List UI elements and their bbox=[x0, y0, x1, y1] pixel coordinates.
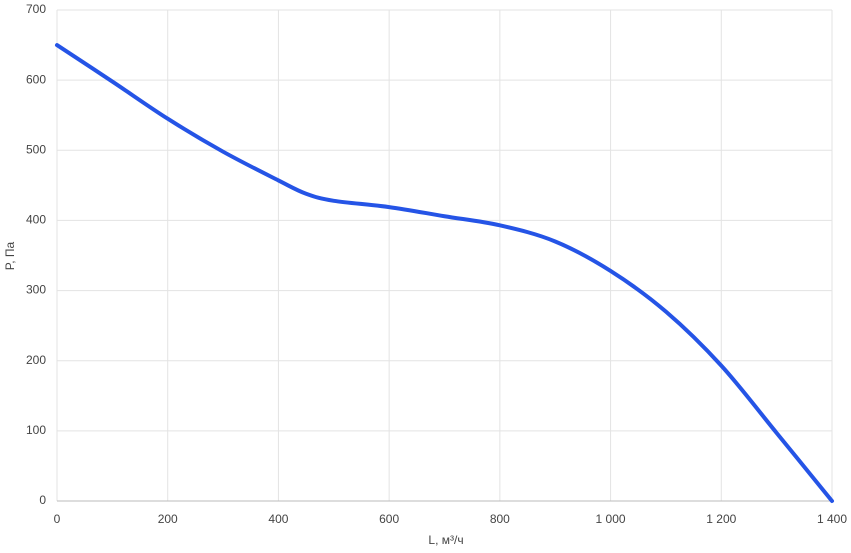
y-tick-label: 700 bbox=[26, 2, 46, 16]
y-axis-label: P, Па bbox=[3, 241, 17, 270]
y-tick-label: 100 bbox=[26, 423, 46, 437]
y-tick-label: 400 bbox=[26, 213, 46, 227]
y-tick-label: 300 bbox=[26, 283, 46, 297]
y-tick-label: 0 bbox=[39, 493, 46, 507]
x-tick-label: 0 bbox=[54, 512, 61, 526]
data-line bbox=[55, 43, 834, 503]
y-tick-label: 200 bbox=[26, 353, 46, 367]
x-tick-label: 400 bbox=[268, 512, 288, 526]
x-tick-label: 200 bbox=[158, 512, 178, 526]
x-axis-label: L, м³/ч bbox=[428, 533, 463, 547]
y-tick-label: 500 bbox=[26, 142, 46, 156]
x-tick-label: 800 bbox=[490, 512, 510, 526]
x-tick-label: 1 200 bbox=[706, 512, 736, 526]
x-tick-label: 1 000 bbox=[596, 512, 626, 526]
x-tick-label: 1 400 bbox=[817, 512, 847, 526]
y-tick-label: 600 bbox=[26, 72, 46, 86]
x-tick-label: 600 bbox=[379, 512, 399, 526]
